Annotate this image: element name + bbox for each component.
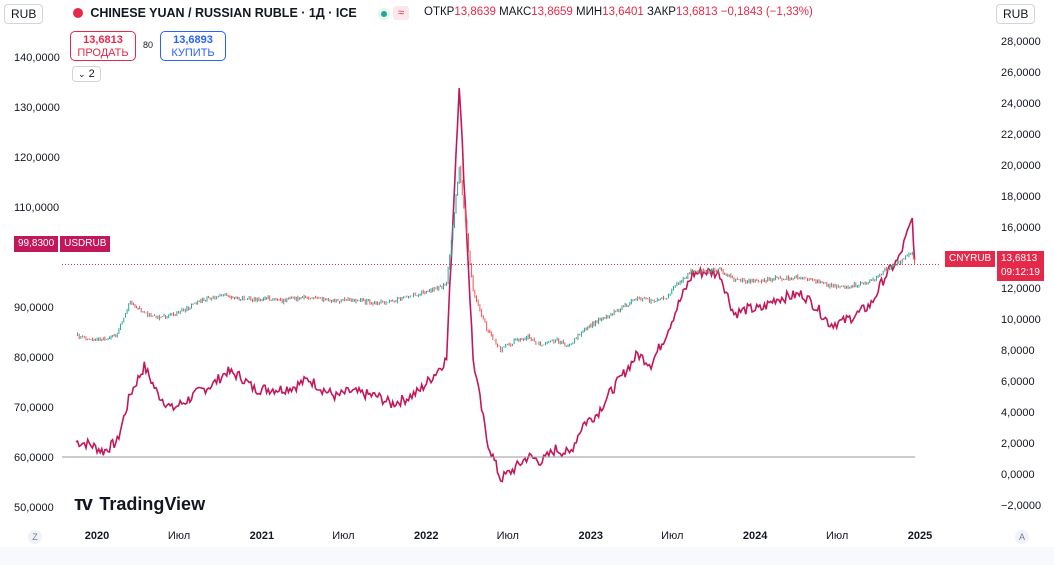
currency-label-right: RUB [1003,7,1029,21]
right-axis-tick: 8,0000 [1001,345,1035,358]
indicators-toggle-button[interactable]: ⌄ 2 [72,66,101,82]
currency-select-right[interactable]: RUB [996,4,1036,24]
change-value: −0,1843 (−1,33%) [720,6,813,18]
time-axis-tick: Июл [661,530,684,542]
cnyrub-price-badge: CNYRUB [945,251,996,267]
close-label: ЗАКР [646,6,676,18]
time-axis-tick: Июл [167,530,191,542]
bottom-toolbar [0,547,1054,565]
right-axis-tick: 12,0000 [1001,283,1041,296]
auto-scale-z-button[interactable]: Z [28,530,42,544]
symbol-logo-icon [73,8,83,18]
time-axis-tick: 2022 [414,530,439,542]
time-axis-tick: 2024 [742,530,768,542]
left-axis-tick: 70,0000 [14,402,54,414]
high-label: МАКС [499,6,532,18]
time-axis-tick: 2021 [249,530,275,542]
time-axis-tick: 2025 [907,530,933,542]
right-axis-tick: −2,0000 [1001,500,1042,513]
usdrub-badge-value: 99,8300 [14,236,59,252]
right-axis-tick: 28,0000 [1001,35,1041,48]
open-value: 13,8639 [454,6,496,18]
cnyrub-last-value: 13,6813 [1001,253,1038,264]
low-value: 13,6401 [602,6,644,18]
sell-button[interactable]: 13,6813 ПРОДАТЬ [70,31,136,61]
buy-button[interactable]: 13,6893 КУПИТЬ [160,31,226,61]
time-axis-tick: 2023 [578,530,603,542]
cnyrub-countdown: 09:12:19 [1001,267,1040,278]
currency-label-left: RUB [11,7,37,21]
high-value: 13,8659 [531,6,573,18]
currency-select-left[interactable]: RUB [4,4,44,24]
usdrub-series-line [75,88,916,483]
right-axis-tick: 0,0000 [1001,469,1035,482]
sell-label: ПРОДАТЬ [77,47,129,59]
left-axis-tick: 130,0000 [14,102,60,114]
ohlc-readout: ОТКР13,8639 МАКС13,8659 МИН13,6401 ЗАКР1… [424,6,813,18]
chevron-down-icon: ⌄ [78,69,86,79]
time-axis-tick: Июл [496,530,519,542]
close-value: 13,6813 [675,6,718,18]
symbol-title: CHINESE YUAN / RUSSIAN RUBLE · 1Д · ICE [90,6,357,20]
right-axis-tick: 18,0000 [1001,190,1041,203]
market-status-icon[interactable] [378,8,390,20]
right-axis-tick: 20,0000 [1001,159,1041,172]
spread-value: 80 [143,40,154,50]
time-axis-tick: Июл [332,530,355,542]
right-axis-tick: 26,0000 [1001,66,1041,79]
cnyrub-last-price-tag: 13,6813 09:12:19 [997,251,1044,281]
cnyrub-badge-symbol: CNYRUB [945,251,996,267]
usdrub-price-badge: 99,8300 USDRUB [14,236,111,252]
tradingview-logo: ᴛᴠ TradingView [74,493,205,516]
symbol-header[interactable]: CHINESE YUAN / RUSSIAN RUBLE · 1Д · ICE [73,6,357,20]
open-label: ОТКР [424,6,455,18]
right-axis-tick: 24,0000 [1001,97,1041,110]
left-axis-tick: 120,0000 [14,152,60,164]
time-axis-tick: 2020 [84,530,110,542]
left-axis-tick: 90,0000 [14,302,54,314]
time-axis-tick: Июл [825,530,849,542]
right-axis-tick: 2,0000 [1001,438,1035,451]
right-axis-tick: 22,0000 [1001,128,1041,141]
left-axis-tick: 60,0000 [14,452,54,464]
a-label: A [1018,532,1025,542]
left-axis-tick: 80,0000 [14,352,54,364]
left-axis-tick: 110,0000 [14,202,60,214]
delayed-data-icon[interactable]: ≈ [393,6,409,20]
tradingview-watermark: TradingView [99,494,206,514]
right-axis-tick: 4,0000 [1001,407,1035,420]
sell-price: 13,6813 [83,34,123,46]
right-axis-tick: 16,0000 [1001,221,1041,234]
left-axis-tick: 50,0000 [14,502,54,514]
buy-price: 13,6893 [173,34,213,46]
right-axis-tick: 10,0000 [1001,314,1041,327]
tradingview-logo-icon: ᴛᴠ [74,493,93,515]
indicator-count: 2 [88,68,95,80]
z-label: Z [32,532,38,542]
auto-scale-a-button[interactable]: A [1015,530,1029,544]
low-label: МИН [576,6,603,18]
buy-label: КУПИТЬ [171,47,215,59]
usdrub-badge-symbol: USDRUB [60,236,111,252]
right-axis-tick: 6,0000 [1001,376,1035,389]
left-axis-tick: 140,0000 [14,52,60,64]
